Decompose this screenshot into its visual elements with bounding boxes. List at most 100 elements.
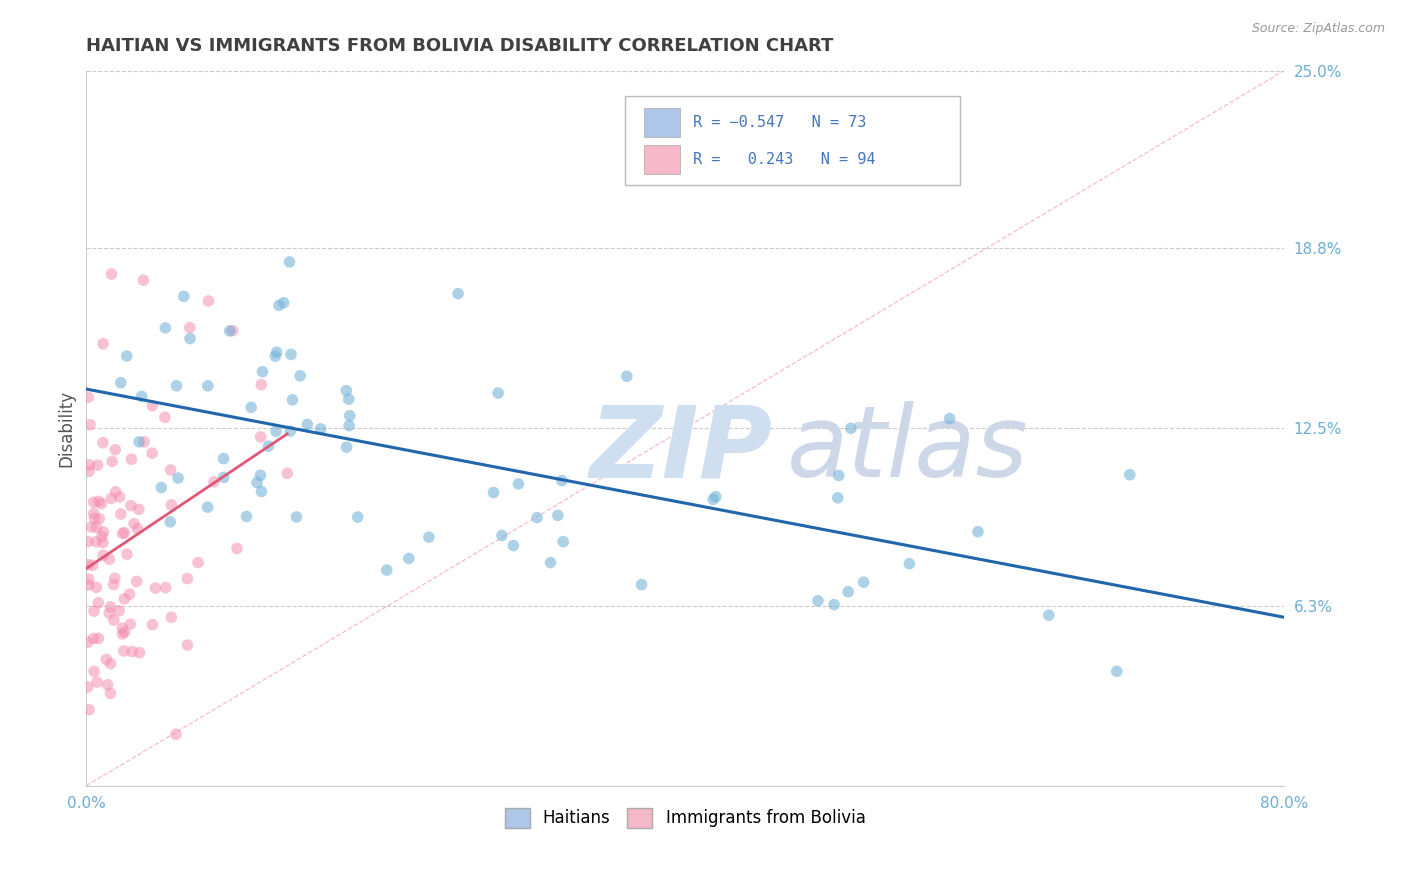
Haitians (264, 349, 287, 363)
Haitians (630, 577, 652, 591)
Haitians (491, 528, 513, 542)
Haitians (1105, 665, 1128, 679)
Immigrants from Bolivia (120, 452, 142, 467)
Haitians (418, 530, 440, 544)
Immigrants from Bolivia (77, 464, 100, 478)
Immigrants from Bolivia (112, 591, 135, 606)
Immigrants from Bolivia (103, 577, 125, 591)
Haitians (837, 584, 859, 599)
Haitians (852, 575, 875, 590)
Immigrants from Bolivia (76, 534, 98, 549)
Immigrants from Bolivia (77, 390, 100, 404)
Haitians (155, 321, 177, 335)
Legend: Haitians, Immigrants from Bolivia: Haitians, Immigrants from Bolivia (498, 801, 872, 835)
Immigrants from Bolivia (79, 417, 101, 432)
Immigrants from Bolivia (176, 638, 198, 652)
Haitians (807, 594, 830, 608)
Haitians (335, 440, 357, 454)
Immigrants from Bolivia (86, 675, 108, 690)
Haitians (827, 491, 849, 505)
Haitians (447, 286, 470, 301)
Immigrants from Bolivia (112, 644, 135, 658)
Haitians (337, 418, 360, 433)
Haitians (375, 563, 398, 577)
Immigrants from Bolivia (79, 458, 101, 472)
Haitians (212, 470, 235, 484)
Immigrants from Bolivia (76, 680, 98, 694)
Immigrants from Bolivia (101, 454, 124, 468)
Immigrants from Bolivia (121, 644, 143, 658)
Haitians (967, 524, 990, 539)
Haitians (938, 411, 960, 425)
Immigrants from Bolivia (100, 267, 122, 281)
Immigrants from Bolivia (86, 520, 108, 534)
Haitians (839, 421, 862, 435)
Haitians (702, 492, 724, 507)
Immigrants from Bolivia (80, 520, 103, 534)
Immigrants from Bolivia (179, 320, 201, 334)
Haitians (297, 417, 319, 432)
Haitians (508, 477, 530, 491)
Haitians (828, 468, 851, 483)
Immigrants from Bolivia (226, 541, 249, 556)
Haitians (273, 295, 295, 310)
Haitians (553, 534, 575, 549)
Haitians (280, 424, 302, 438)
Haitians (218, 324, 240, 338)
Haitians (249, 468, 271, 483)
Haitians (1038, 608, 1060, 623)
Immigrants from Bolivia (98, 606, 121, 620)
Immigrants from Bolivia (141, 399, 163, 413)
Immigrants from Bolivia (86, 458, 108, 472)
Immigrants from Bolivia (86, 580, 108, 594)
Immigrants from Bolivia (250, 377, 273, 392)
Text: ZIP: ZIP (589, 401, 772, 499)
Immigrants from Bolivia (100, 599, 122, 614)
Text: R = −0.547   N = 73: R = −0.547 N = 73 (693, 115, 866, 129)
Immigrants from Bolivia (165, 727, 187, 741)
Immigrants from Bolivia (89, 511, 111, 525)
Immigrants from Bolivia (83, 495, 105, 509)
Immigrants from Bolivia (160, 498, 183, 512)
Haitians (179, 332, 201, 346)
Immigrants from Bolivia (83, 604, 105, 618)
Immigrants from Bolivia (97, 678, 120, 692)
Haitians (482, 485, 505, 500)
Haitians (280, 347, 302, 361)
Immigrants from Bolivia (114, 625, 136, 640)
Immigrants from Bolivia (176, 572, 198, 586)
Immigrants from Bolivia (91, 549, 114, 563)
Immigrants from Bolivia (104, 571, 127, 585)
Immigrants from Bolivia (118, 587, 141, 601)
Haitians (278, 255, 301, 269)
Immigrants from Bolivia (104, 484, 127, 499)
Immigrants from Bolivia (77, 703, 100, 717)
Immigrants from Bolivia (103, 613, 125, 627)
Immigrants from Bolivia (120, 499, 142, 513)
Text: R =   0.243   N = 94: R = 0.243 N = 94 (693, 152, 876, 167)
Haitians (252, 365, 274, 379)
Haitians (257, 439, 280, 453)
Immigrants from Bolivia (128, 502, 150, 516)
Immigrants from Bolivia (77, 572, 100, 586)
Immigrants from Bolivia (115, 547, 138, 561)
Haitians (197, 500, 219, 515)
Immigrants from Bolivia (77, 558, 100, 572)
Haitians (246, 475, 269, 490)
Haitians (250, 484, 273, 499)
Haitians (526, 510, 548, 524)
Haitians (337, 392, 360, 407)
Immigrants from Bolivia (83, 507, 105, 521)
Haitians (823, 598, 845, 612)
Immigrants from Bolivia (96, 652, 118, 666)
Haitians (110, 376, 132, 390)
Haitians (502, 539, 524, 553)
Immigrants from Bolivia (83, 632, 105, 646)
Immigrants from Bolivia (132, 434, 155, 449)
Immigrants from Bolivia (82, 558, 104, 573)
Haitians (150, 481, 173, 495)
Immigrants from Bolivia (93, 524, 115, 539)
Haitians (166, 378, 188, 392)
Haitians (267, 298, 290, 312)
Immigrants from Bolivia (84, 534, 107, 549)
